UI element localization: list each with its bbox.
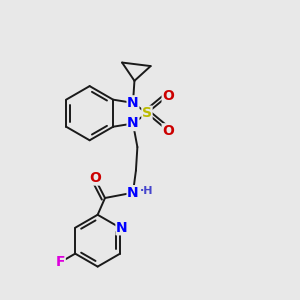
Text: N: N xyxy=(116,221,128,235)
Text: O: O xyxy=(89,171,100,185)
Text: O: O xyxy=(162,124,174,138)
Text: N: N xyxy=(127,96,139,110)
Text: F: F xyxy=(56,255,65,269)
Text: ·H: ·H xyxy=(140,186,154,196)
Text: S: S xyxy=(142,106,152,120)
Text: N: N xyxy=(127,116,139,130)
Text: O: O xyxy=(162,88,174,103)
Text: N: N xyxy=(127,186,139,200)
